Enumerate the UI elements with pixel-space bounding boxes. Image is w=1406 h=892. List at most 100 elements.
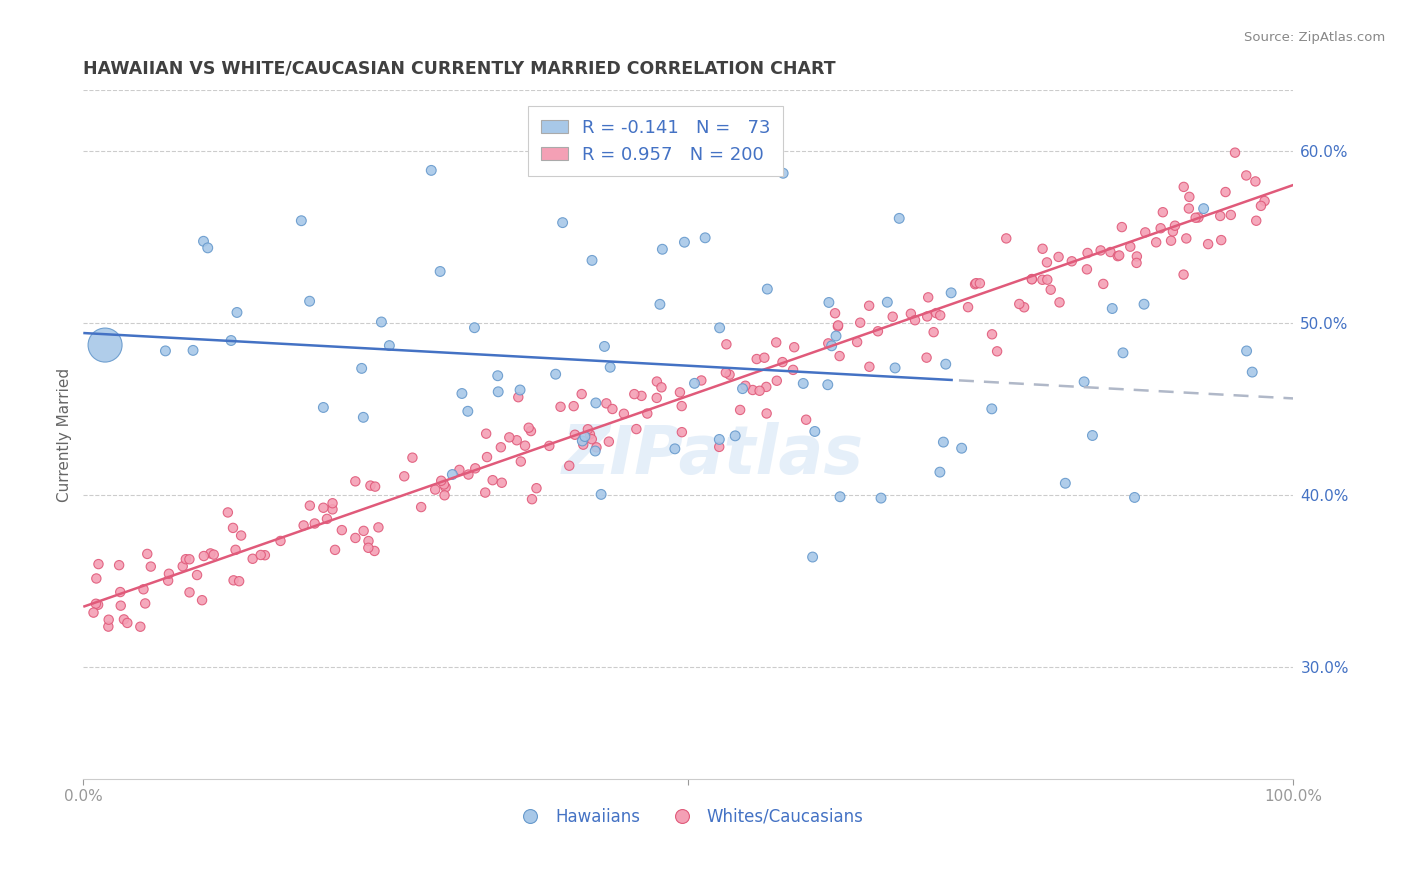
Point	[928, 465, 950, 479]
Point	[571, 387, 593, 401]
Point	[475, 426, 498, 441]
Point	[915, 310, 938, 324]
Point	[801, 549, 824, 564]
Point	[950, 441, 973, 455]
Point	[574, 429, 596, 443]
Point	[1241, 365, 1264, 379]
Point	[433, 477, 456, 491]
Point	[794, 413, 817, 427]
Point	[316, 512, 339, 526]
Point	[915, 351, 938, 365]
Point	[1223, 145, 1246, 160]
Point	[623, 387, 645, 401]
Point	[229, 528, 252, 542]
Point	[876, 295, 898, 310]
Point	[884, 360, 907, 375]
Point	[1175, 231, 1198, 245]
Point	[193, 235, 215, 249]
Point	[117, 615, 139, 630]
Point	[433, 488, 456, 502]
Point	[353, 524, 375, 538]
Point	[1101, 301, 1123, 316]
Point	[1135, 226, 1157, 240]
Point	[671, 425, 693, 440]
Point	[475, 450, 498, 464]
Point	[745, 352, 768, 367]
Point	[1111, 220, 1133, 235]
Point	[1032, 242, 1054, 256]
Point	[228, 574, 250, 589]
Point	[513, 439, 536, 453]
Point	[457, 467, 479, 482]
Point	[1209, 209, 1232, 223]
Point	[179, 552, 201, 566]
Point	[1219, 208, 1241, 222]
Point	[1108, 248, 1130, 262]
Point	[1164, 219, 1187, 233]
Point	[564, 427, 586, 442]
Point	[858, 299, 880, 313]
Point	[1077, 246, 1099, 260]
Point	[193, 549, 215, 563]
Point	[1054, 476, 1077, 491]
Point	[782, 363, 804, 377]
Point	[290, 213, 312, 227]
Point	[292, 518, 315, 533]
Point	[551, 216, 574, 230]
Point	[474, 485, 496, 500]
Point	[186, 568, 208, 582]
Point	[1081, 428, 1104, 442]
Point	[129, 620, 152, 634]
Point	[581, 253, 603, 268]
Point	[222, 521, 245, 535]
Point	[330, 523, 353, 537]
Point	[595, 396, 617, 410]
Point	[1187, 211, 1209, 225]
Point	[1107, 249, 1129, 263]
Point	[599, 360, 621, 375]
Point	[517, 421, 540, 435]
Point	[965, 277, 987, 292]
Point	[1178, 202, 1201, 216]
Text: Source: ZipAtlas.com: Source: ZipAtlas.com	[1244, 31, 1385, 45]
Point	[464, 461, 486, 475]
Point	[420, 163, 443, 178]
Point	[132, 582, 155, 597]
Point	[197, 241, 219, 255]
Point	[825, 329, 848, 343]
Point	[481, 473, 503, 487]
Point	[576, 422, 599, 436]
Point	[538, 439, 561, 453]
Point	[598, 434, 620, 449]
Point	[269, 533, 291, 548]
Point	[1123, 491, 1146, 505]
Point	[441, 467, 464, 482]
Point	[1047, 250, 1070, 264]
Point	[344, 475, 367, 489]
Point	[818, 295, 841, 310]
Point	[1160, 234, 1182, 248]
Point	[925, 306, 948, 320]
Point	[765, 374, 787, 388]
Point	[429, 264, 451, 278]
Point	[671, 399, 693, 413]
Point	[323, 542, 346, 557]
Point	[969, 277, 991, 291]
Point	[344, 531, 367, 545]
Point	[651, 242, 673, 256]
Point	[765, 335, 787, 350]
Point	[935, 357, 957, 371]
Point	[849, 316, 872, 330]
Point	[1178, 190, 1201, 204]
Point	[83, 606, 105, 620]
Point	[94, 338, 117, 352]
Point	[824, 306, 846, 320]
Point	[922, 325, 945, 339]
Point	[889, 211, 911, 226]
Point	[425, 483, 447, 497]
Point	[741, 383, 763, 397]
Point	[986, 344, 1008, 359]
Point	[1036, 273, 1059, 287]
Point	[866, 324, 889, 338]
Point	[298, 294, 321, 309]
